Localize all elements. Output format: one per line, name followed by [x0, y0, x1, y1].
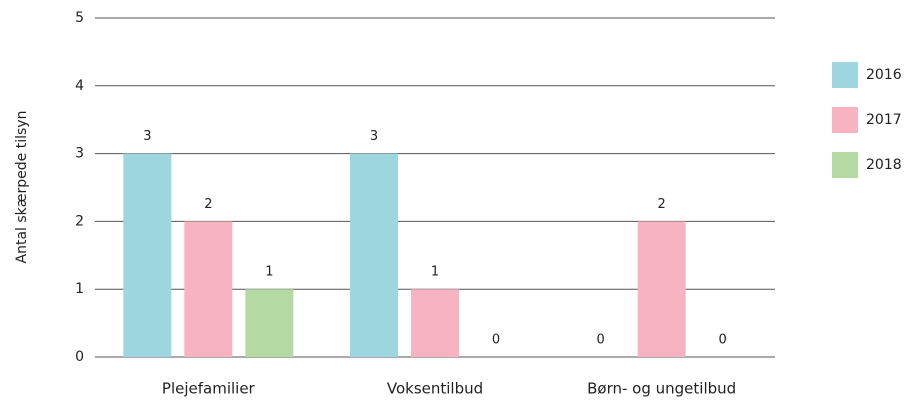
- data-label: 1: [431, 265, 439, 280]
- bar: [184, 221, 233, 357]
- bar: [350, 153, 398, 357]
- x-tick-label: Voksentilbud: [387, 380, 483, 398]
- legend-label: 2018: [866, 157, 902, 173]
- legend-swatch: [832, 107, 858, 133]
- legend-label: 2017: [866, 112, 902, 128]
- x-tick-label: Plejefamilier: [162, 380, 256, 398]
- y-tick-label: 3: [75, 146, 84, 162]
- data-label: 0: [597, 333, 605, 348]
- data-label: 0: [492, 333, 500, 348]
- data-label: 2: [658, 197, 666, 212]
- bar: [637, 221, 686, 357]
- bar: [245, 289, 294, 357]
- y-tick-label: 1: [75, 281, 84, 297]
- bar: [411, 289, 459, 357]
- legend-label: 2016: [866, 67, 902, 83]
- data-label: 3: [143, 129, 151, 144]
- legend-swatch: [832, 152, 858, 178]
- y-axis-label: Antal skærpede tilsyn: [14, 111, 30, 264]
- legend-swatch: [832, 62, 858, 88]
- x-tick-label: Børn- og ungetilbud: [587, 380, 736, 398]
- y-tick-label: 2: [75, 213, 84, 229]
- data-label: 0: [719, 333, 727, 348]
- data-label: 3: [370, 129, 378, 144]
- y-tick-label: 0: [75, 349, 84, 365]
- bar: [123, 153, 172, 357]
- data-label: 2: [204, 197, 212, 212]
- data-label: 1: [265, 265, 273, 280]
- y-tick-label: 5: [75, 10, 84, 26]
- y-tick-label: 4: [75, 78, 84, 94]
